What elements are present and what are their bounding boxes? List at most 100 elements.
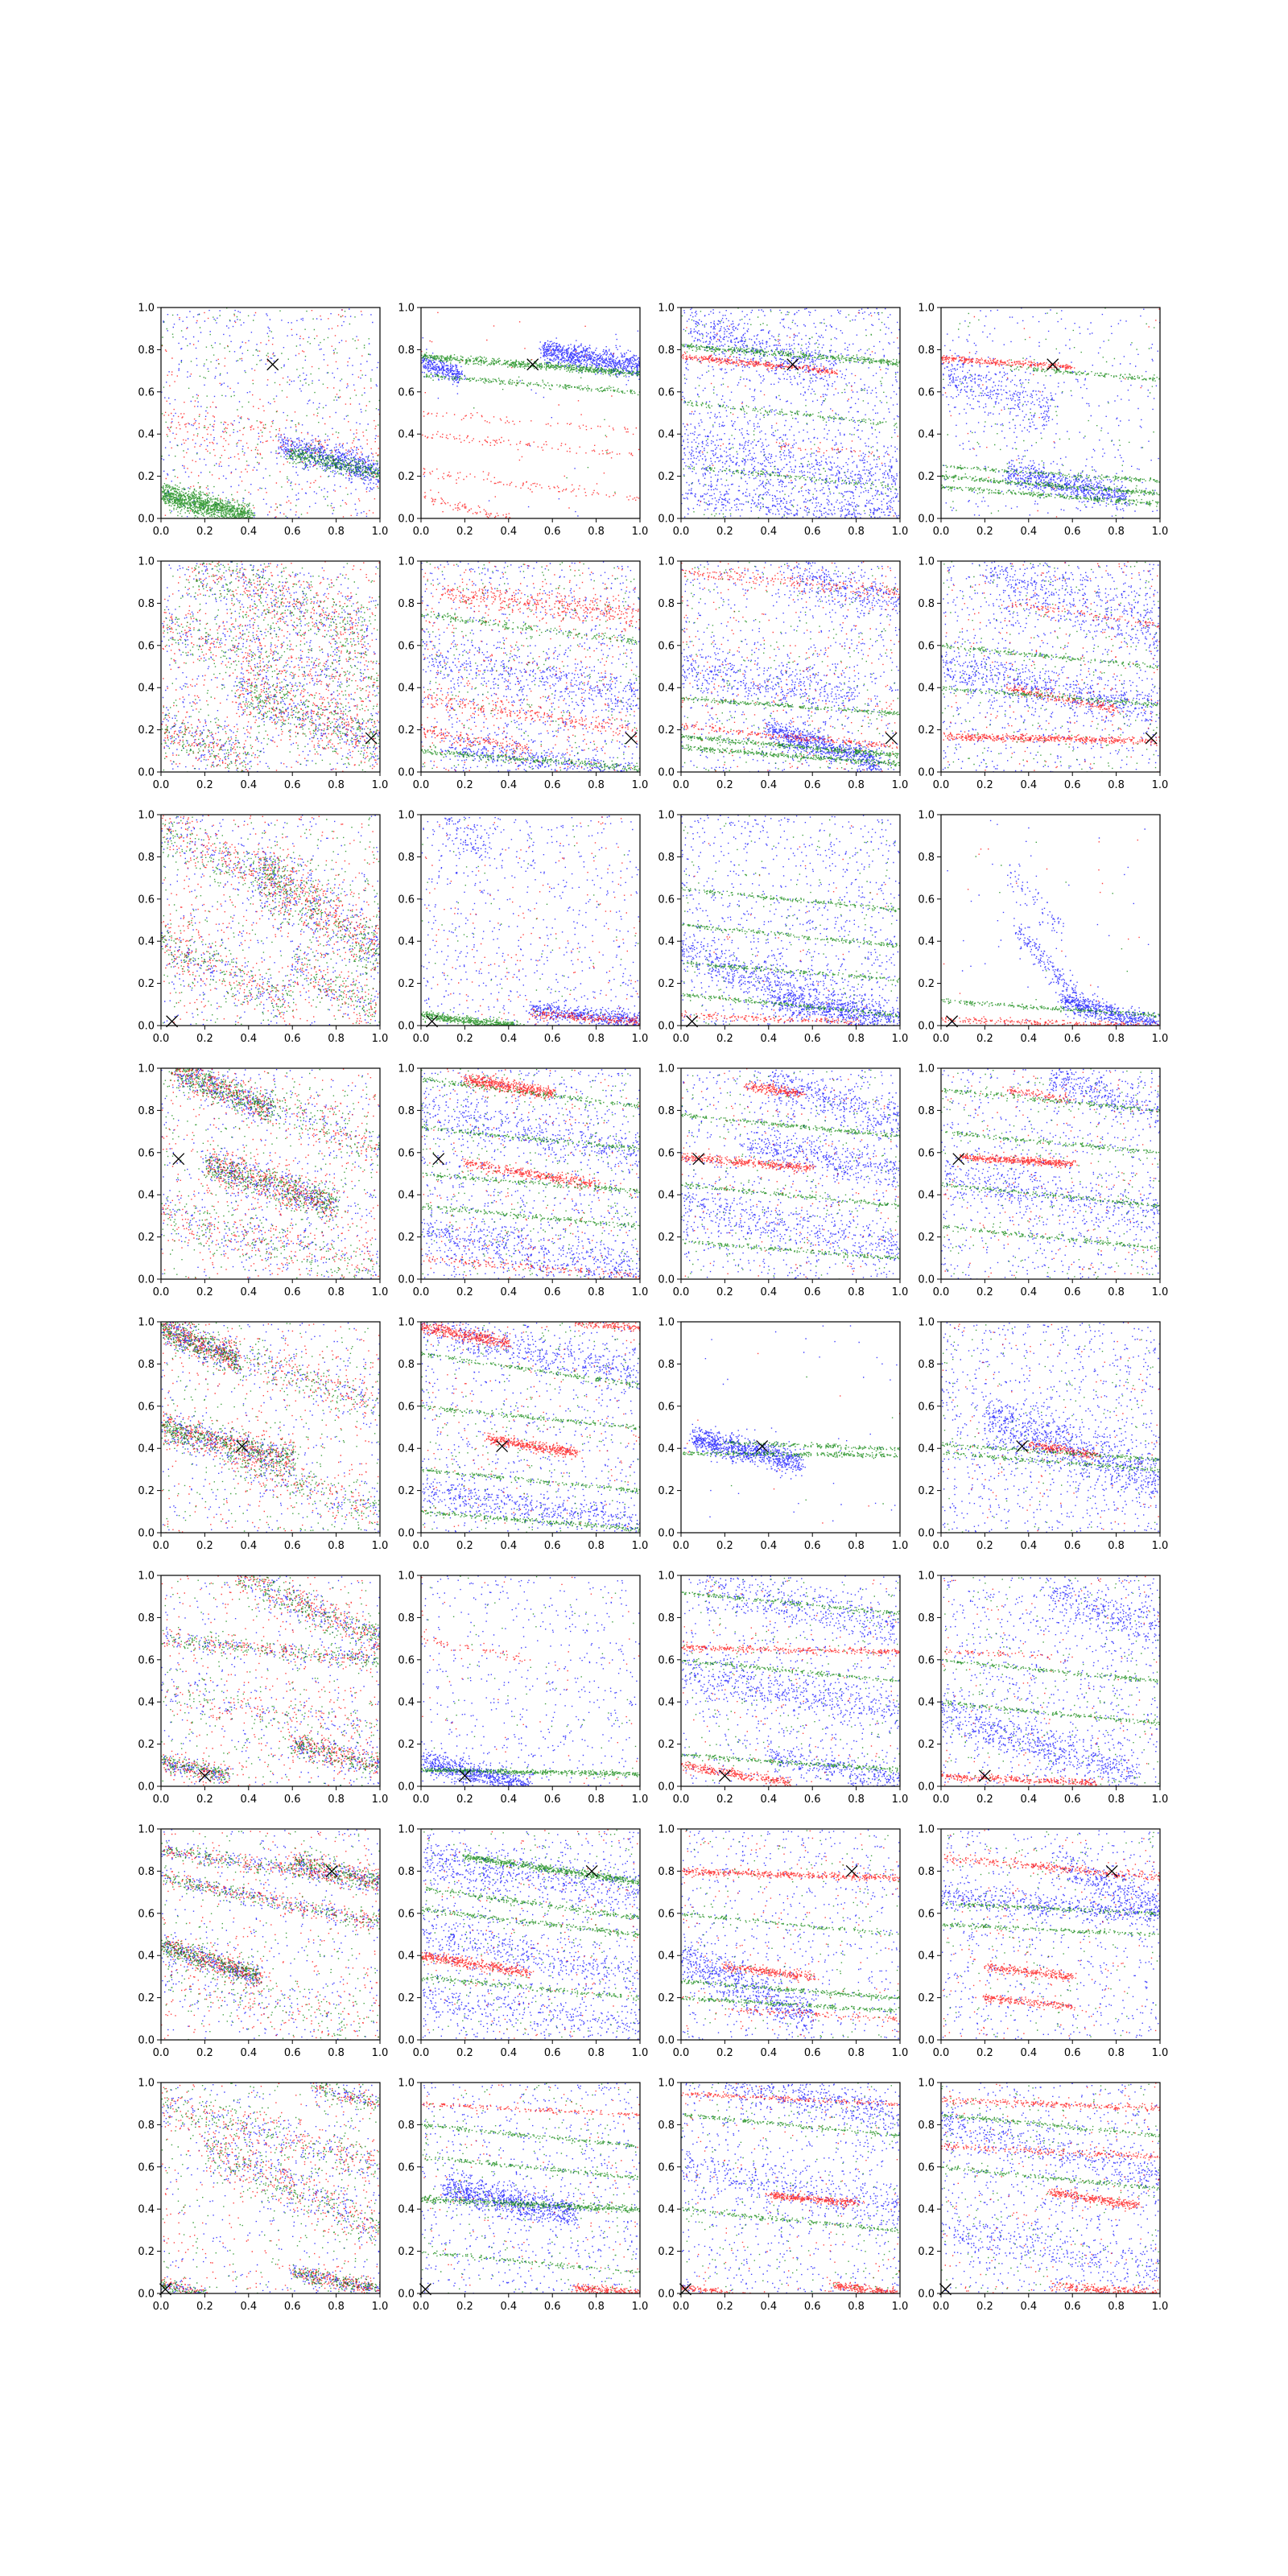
x-tick-label: 0.2 — [716, 1033, 733, 1045]
y-tick-label: 0.2 — [398, 2246, 415, 2258]
x-tick-label: 1.0 — [372, 1540, 389, 1552]
y-tick-label: 0.6 — [918, 1654, 935, 1666]
y-tick-label: 1.0 — [658, 2078, 675, 2090]
x-tick-label: 0.8 — [328, 526, 345, 538]
x-tick-label: 0.2 — [716, 1286, 733, 1298]
x-tick-label: 1.0 — [1152, 1794, 1169, 1806]
x-tick-label: 0.0 — [673, 1540, 690, 1552]
y-tick-label: 0.6 — [138, 2161, 155, 2174]
x-tick-label: 0.2 — [196, 2047, 213, 2059]
y-tick-label: 0.8 — [918, 1612, 935, 1624]
y-tick-label: 0.0 — [918, 1021, 935, 1033]
y-tick-label: 0.2 — [138, 1992, 155, 2004]
x-tick-label: 0.6 — [544, 779, 561, 791]
y-tick-label: 0.8 — [398, 345, 415, 357]
y-tick-label: 0.4 — [918, 1190, 935, 1202]
y-tick-label: 0.0 — [658, 1781, 675, 1794]
y-tick-label: 0.6 — [658, 1147, 675, 1159]
y-tick-label: 1.0 — [398, 303, 415, 315]
y-tick-label: 0.0 — [398, 767, 415, 779]
y-tick-label: 0.4 — [138, 429, 155, 441]
x-tick-label: 0.4 — [500, 526, 517, 538]
y-tick-label: 1.0 — [918, 303, 935, 315]
y-tick-label: 0.2 — [918, 2246, 935, 2258]
x-tick-label: 1.0 — [1152, 2301, 1169, 2313]
y-tick-label: 0.4 — [658, 936, 675, 948]
x-tick-label: 0.8 — [1108, 526, 1125, 538]
x-tick-label: 0.2 — [976, 1286, 993, 1298]
y-tick-label: 0.4 — [658, 1951, 675, 1963]
y-tick-label: 0.0 — [658, 767, 675, 779]
x-tick-label: 0.8 — [588, 779, 605, 791]
y-tick-label: 0.4 — [398, 2204, 415, 2216]
y-tick-label: 0.0 — [138, 2035, 155, 2047]
y-tick-label: 1.0 — [398, 1571, 415, 1583]
y-tick-label: 0.2 — [398, 1485, 415, 1497]
x-tick-label: 0.4 — [760, 1540, 777, 1552]
x-tick-label: 0.0 — [153, 1540, 170, 1552]
x-tick-label: 0.6 — [284, 1540, 301, 1552]
y-tick-label: 1.0 — [138, 1824, 155, 1836]
y-tick-label: 0.2 — [138, 978, 155, 990]
x-tick-label: 0.6 — [1064, 526, 1081, 538]
x-tick-label: 1.0 — [372, 1794, 389, 1806]
x-tick-label: 0.0 — [413, 1794, 430, 1806]
y-tick-label: 0.0 — [138, 2289, 155, 2301]
y-tick-label: 0.8 — [398, 1359, 415, 1371]
x-tick-label: 0.0 — [153, 1286, 170, 1298]
y-tick-label: 0.0 — [658, 2035, 675, 2047]
x-tick-label: 0.2 — [196, 1033, 213, 1045]
x-tick-label: 0.0 — [153, 779, 170, 791]
x-tick-label: 0.0 — [673, 2047, 690, 2059]
x-tick-label: 0.6 — [1064, 1286, 1081, 1298]
x-tick-label: 0.0 — [413, 1033, 430, 1045]
x-tick-label: 1.0 — [892, 779, 909, 791]
y-tick-label: 0.8 — [658, 852, 675, 864]
y-tick-label: 0.4 — [918, 429, 935, 441]
x-tick-label: 0.6 — [1064, 2301, 1081, 2313]
y-tick-label: 0.4 — [138, 683, 155, 695]
y-tick-label: 1.0 — [398, 1317, 415, 1329]
x-tick-label: 0.6 — [1064, 779, 1081, 791]
x-tick-label: 0.4 — [500, 1794, 517, 1806]
y-tick-label: 1.0 — [658, 810, 675, 822]
y-tick-label: 0.4 — [918, 683, 935, 695]
x-tick-label: 0.8 — [588, 2047, 605, 2059]
x-tick-label: 0.6 — [804, 526, 821, 538]
x-tick-label: 0.2 — [976, 1540, 993, 1552]
y-tick-label: 0.4 — [658, 683, 675, 695]
y-tick-label: 0.4 — [398, 1190, 415, 1202]
y-tick-label: 0.6 — [918, 894, 935, 906]
y-tick-label: 1.0 — [658, 556, 675, 568]
x-tick-label: 0.8 — [1108, 2301, 1125, 2313]
x-tick-label: 0.4 — [760, 1286, 777, 1298]
y-tick-label: 0.2 — [658, 1739, 675, 1751]
x-tick-label: 0.2 — [456, 2047, 473, 2059]
y-tick-label: 0.8 — [918, 2120, 935, 2132]
x-tick-label: 0.2 — [976, 1033, 993, 1045]
x-tick-label: 0.8 — [588, 1794, 605, 1806]
y-tick-label: 1.0 — [658, 1571, 675, 1583]
x-tick-label: 1.0 — [632, 1540, 649, 1552]
x-tick-label: 0.8 — [1108, 2047, 1125, 2059]
y-tick-label: 0.8 — [658, 1866, 675, 1878]
x-tick-label: 0.0 — [413, 1286, 430, 1298]
y-tick-label: 1.0 — [918, 1063, 935, 1075]
y-tick-label: 0.4 — [138, 1951, 155, 1963]
x-tick-label: 0.8 — [848, 2047, 865, 2059]
x-tick-label: 0.2 — [456, 779, 473, 791]
y-tick-label: 0.4 — [658, 429, 675, 441]
x-tick-label: 0.2 — [456, 526, 473, 538]
x-tick-label: 0.2 — [716, 2047, 733, 2059]
y-tick-label: 0.6 — [918, 1401, 935, 1413]
x-tick-label: 0.6 — [544, 526, 561, 538]
y-tick-label: 0.6 — [398, 1654, 415, 1666]
y-tick-label: 0.6 — [918, 1908, 935, 1920]
y-tick-label: 0.2 — [658, 724, 675, 737]
x-tick-label: 1.0 — [372, 526, 389, 538]
y-tick-label: 0.0 — [658, 1528, 675, 1540]
x-tick-label: 0.4 — [1020, 2047, 1037, 2059]
y-tick-label: 0.6 — [398, 2161, 415, 2174]
y-tick-label: 0.6 — [398, 1147, 415, 1159]
x-tick-label: 0.0 — [153, 526, 170, 538]
